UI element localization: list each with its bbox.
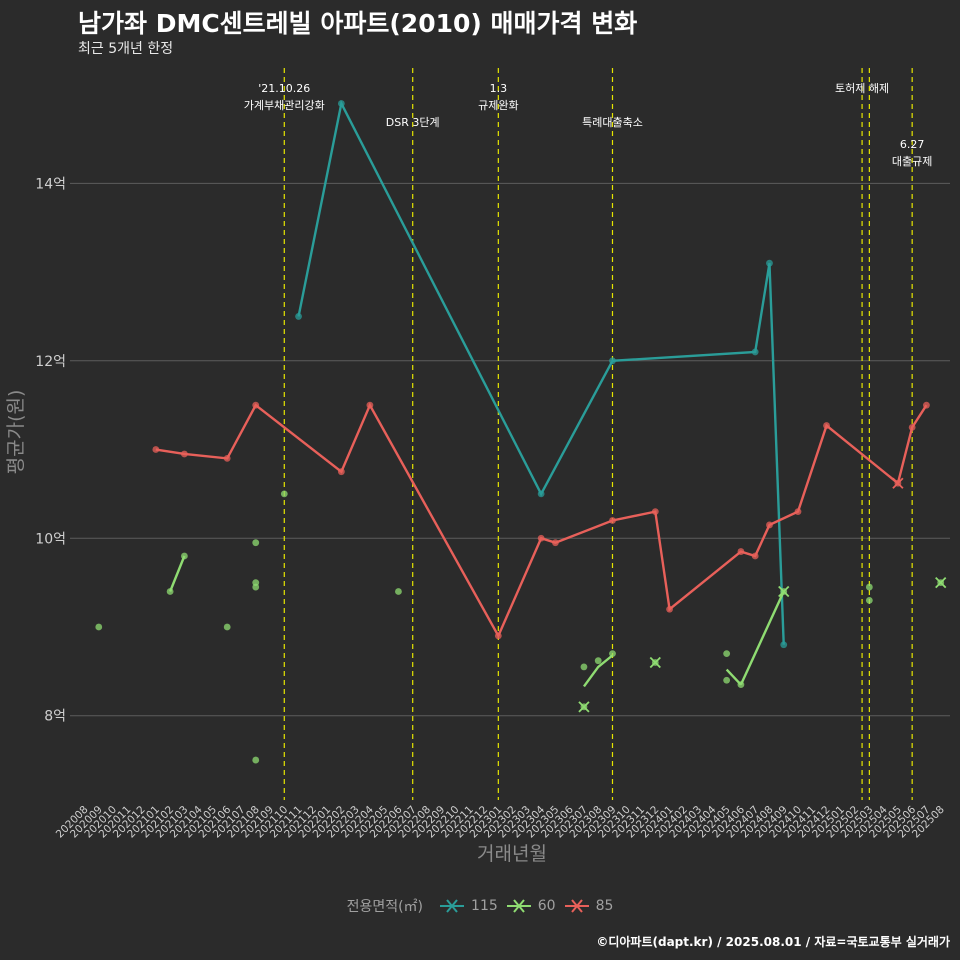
policy-annotation-label: 6.27: [900, 138, 925, 151]
data-point: [180, 450, 188, 458]
data-point: [223, 623, 231, 631]
data-point: [337, 100, 345, 107]
y-tick-label: 12억: [35, 354, 66, 370]
series-line: [582, 654, 614, 688]
legend-key-icon: [564, 899, 589, 913]
y-axis-ticks: 8억 10억 12억 14억: [35, 176, 66, 724]
legend-item-85: 85: [564, 898, 614, 914]
data-point: [252, 401, 260, 409]
data-point: [609, 357, 616, 365]
data-point: [280, 490, 288, 498]
x-marker: [935, 576, 947, 589]
policy-annotation-label: 대출규제: [892, 155, 932, 168]
policy-annotation-label: 토허제 해제: [835, 81, 889, 95]
series-line: [155, 402, 928, 639]
series-line: [297, 99, 785, 645]
y-tick-label: 10억: [35, 531, 66, 547]
data-point: [723, 650, 731, 657]
legend-key-icon: [506, 899, 531, 913]
series-60: [95, 490, 947, 764]
data-point: [580, 663, 588, 671]
legend-label: 115: [471, 898, 498, 914]
legend-item-115: 115: [439, 898, 498, 914]
data-point: [166, 588, 174, 595]
legend: 전용면적(㎡) 115 60 85: [0, 896, 960, 916]
y-tick-label: 14억: [35, 176, 66, 192]
data-point: [651, 508, 659, 516]
data-point: [395, 588, 402, 595]
data-point: [780, 641, 788, 649]
source-caption: ©디아파트(dapt.kr) / 2025.08.01 / 자료=국토교통부 실…: [596, 935, 950, 949]
data-point: [252, 756, 260, 764]
data-point: [223, 455, 231, 462]
data-point: [252, 539, 260, 547]
policy-annotation-label: 1.3: [490, 82, 508, 95]
series-line: [739, 590, 785, 686]
policy-annotation-label: 규제완화: [478, 99, 518, 112]
data-point: [594, 657, 602, 665]
data-point: [666, 605, 673, 613]
x-marker: [578, 701, 590, 713]
policy-annotation-label: DSR 3단계: [386, 116, 440, 129]
x-axis-label: 거래년월: [477, 843, 547, 865]
series-85: [152, 401, 930, 640]
x-marker: [649, 656, 661, 669]
data-point: [766, 259, 773, 267]
data-point: [180, 552, 188, 560]
legend-title: 전용면적(㎡): [346, 899, 424, 915]
chart-subtitle: 최근 5개년 한정: [78, 41, 174, 57]
y-axis-label: 평균가(원): [5, 390, 27, 475]
x-axis-ticks: 2020082020092020102020112020122021012021…: [54, 803, 947, 840]
data-point: [908, 423, 916, 431]
series-line: [169, 555, 186, 592]
policy-annotation-label: '21.10.26: [258, 82, 310, 95]
data-point: [366, 401, 374, 409]
data-point: [823, 422, 830, 429]
data-point: [295, 313, 302, 320]
data-point: [865, 583, 873, 591]
x-marker: [778, 585, 790, 598]
data-point: [152, 446, 160, 453]
data-point: [609, 650, 616, 657]
data-point: [494, 632, 502, 640]
data-point: [95, 623, 103, 631]
data-point: [537, 534, 545, 542]
data-point: [337, 468, 345, 476]
data-point: [252, 583, 260, 591]
legend-label: 60: [537, 898, 556, 914]
data-point: [723, 676, 731, 684]
series-lines: [95, 99, 947, 764]
series-line: [725, 668, 742, 686]
y-tick-label: 8억: [44, 709, 66, 725]
policy-annotation-label: 특례대출축소: [582, 116, 643, 129]
chart-title: 남가좌 DMC센트레빌 아파트(2010) 매매가격 변화: [78, 9, 638, 38]
data-point: [737, 681, 745, 689]
data-point: [766, 521, 773, 529]
data-point: [537, 490, 545, 498]
data-point: [609, 517, 616, 524]
legend-label: 85: [595, 898, 614, 914]
data-point: [552, 539, 559, 547]
data-point: [737, 548, 745, 555]
data-point: [794, 508, 802, 516]
series-115: [295, 99, 788, 649]
data-point: [923, 401, 930, 409]
data-point: [751, 552, 759, 560]
legend-key-icon: [440, 899, 465, 913]
policy-annotation-label: 가계부채관리강화: [244, 99, 325, 112]
data-point: [865, 596, 873, 604]
grid-lines: [70, 182, 950, 717]
data-point: [751, 348, 759, 356]
x-marker: [892, 477, 904, 489]
legend-item-60: 60: [506, 898, 556, 914]
